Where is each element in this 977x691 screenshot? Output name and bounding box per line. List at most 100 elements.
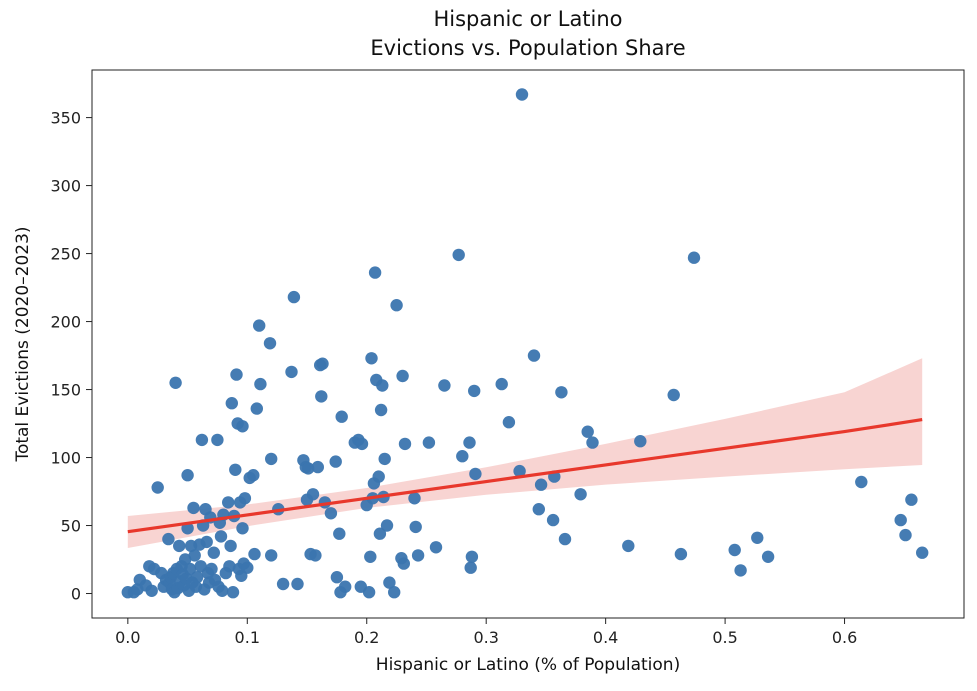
data-point <box>253 319 266 332</box>
data-point <box>339 580 352 593</box>
data-point <box>429 541 443 554</box>
data-point <box>397 557 410 570</box>
data-point <box>263 337 277 350</box>
x-tick-label: 0.0 <box>115 628 140 647</box>
data-point <box>916 546 929 559</box>
data-point <box>316 357 329 370</box>
data-point <box>254 377 267 391</box>
x-axis: 0.0 0.1 0.2 0.3 0.4 0.5 0.6 <box>115 618 857 647</box>
data-point <box>555 386 568 399</box>
data-point <box>463 436 476 449</box>
x-tick-label: 0.6 <box>832 628 857 647</box>
data-point <box>236 522 249 535</box>
data-point <box>515 88 529 101</box>
data-point <box>634 435 647 448</box>
data-point <box>438 379 451 392</box>
data-point <box>364 550 377 563</box>
data-point <box>222 496 235 509</box>
confidence-band <box>127 358 923 548</box>
regression-line <box>127 418 923 534</box>
data-point <box>181 469 194 482</box>
data-point <box>285 365 298 379</box>
data-point <box>761 550 775 563</box>
data-point <box>162 532 175 546</box>
data-point <box>380 519 394 532</box>
data-point <box>728 543 741 557</box>
data-point <box>894 513 907 527</box>
data-point <box>291 577 304 591</box>
data-point <box>855 475 868 489</box>
y-tick-label: 100 <box>50 449 81 468</box>
data-point <box>527 349 541 362</box>
data-point <box>586 436 599 449</box>
data-point <box>622 539 635 553</box>
data-point <box>734 564 747 577</box>
data-point <box>205 562 218 576</box>
data-point <box>408 492 421 505</box>
data-point <box>211 433 224 447</box>
data-point <box>411 549 425 562</box>
data-point <box>452 248 465 262</box>
y-tick-label: 150 <box>50 381 81 400</box>
data-point <box>229 463 242 476</box>
x-tick-label: 0.4 <box>593 628 618 647</box>
data-point <box>667 388 680 402</box>
x-tick-label: 0.3 <box>473 628 498 647</box>
data-point <box>169 376 182 389</box>
data-point <box>145 584 158 597</box>
data-point <box>502 416 516 429</box>
x-tick-label: 0.2 <box>354 628 379 647</box>
data-point <box>456 450 469 463</box>
data-point <box>302 462 315 475</box>
data-point <box>183 562 197 576</box>
data-point <box>188 549 201 562</box>
data-point <box>247 469 260 482</box>
data-point <box>378 452 391 466</box>
data-point <box>355 437 369 451</box>
y-axis: 0 50 100 150 200 250 300 350 <box>50 109 92 604</box>
data-point <box>214 530 228 543</box>
data-point <box>200 535 213 549</box>
data-point <box>173 539 186 553</box>
data-point <box>241 561 254 574</box>
data-point <box>248 547 261 561</box>
data-point <box>207 546 220 559</box>
data-point <box>674 547 688 561</box>
data-point <box>373 527 387 540</box>
data-point <box>333 527 346 540</box>
plot-area <box>91 69 965 619</box>
data-point <box>309 549 322 562</box>
data-point <box>368 266 382 279</box>
data-point <box>374 403 388 417</box>
data-point <box>376 379 389 392</box>
data-point <box>362 586 376 599</box>
data-point <box>179 553 192 566</box>
data-point <box>276 577 290 591</box>
chart-subtitle: Evictions vs. Population Share <box>370 36 685 60</box>
data-point <box>422 436 436 449</box>
data-point <box>532 503 545 516</box>
data-point <box>151 481 164 494</box>
data-point <box>468 384 481 398</box>
data-point <box>513 464 526 478</box>
data-point <box>546 513 560 527</box>
data-point <box>581 425 594 438</box>
data-point <box>224 539 237 553</box>
data-point <box>324 507 338 520</box>
y-tick-label: 250 <box>50 245 81 264</box>
data-point <box>464 561 477 574</box>
chart-title: Hispanic or Latino <box>433 7 622 31</box>
data-point <box>465 550 479 563</box>
data-point <box>223 560 236 573</box>
x-tick-label: 0.5 <box>712 628 737 647</box>
data-point <box>226 586 240 599</box>
data-point <box>311 460 324 474</box>
data-point <box>899 528 912 542</box>
data-point <box>315 390 328 403</box>
data-point <box>238 492 252 505</box>
data-point <box>409 520 422 534</box>
y-tick-label: 0 <box>71 585 81 604</box>
data-point <box>574 488 587 501</box>
data-point <box>216 584 229 597</box>
data-point <box>558 532 572 546</box>
